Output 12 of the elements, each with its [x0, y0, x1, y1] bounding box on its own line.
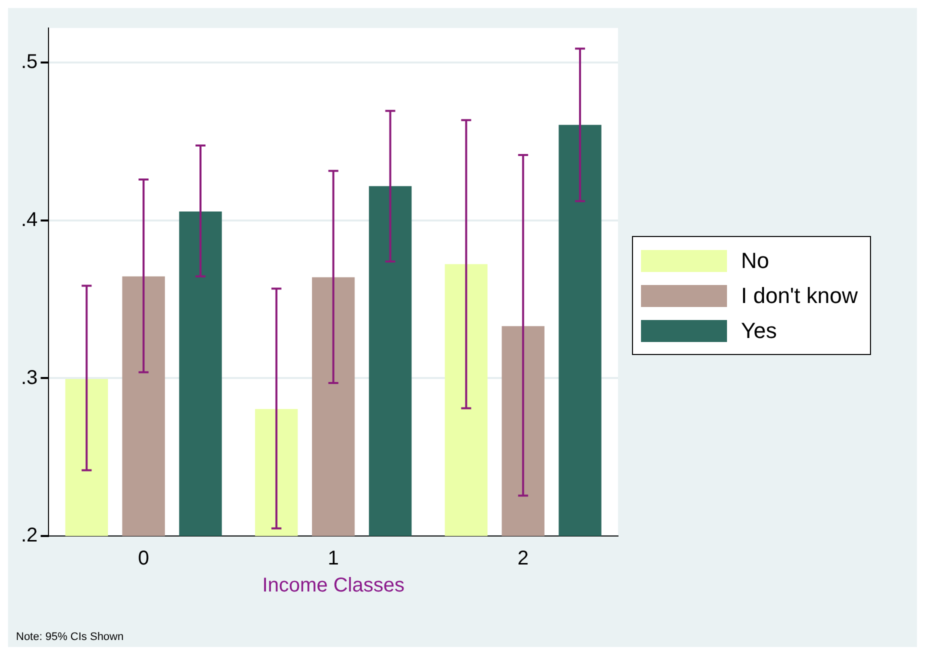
- legend-label: Yes: [741, 318, 777, 344]
- legend-label: I don't know: [741, 282, 858, 308]
- y-tick-label: .2: [20, 524, 38, 547]
- text: Note: 95% CIs Shown: [16, 631, 124, 643]
- x-tick-label: 0: [138, 548, 150, 570]
- y-tick-label: .5: [20, 51, 38, 74]
- y-tick-label: .4: [20, 208, 38, 231]
- legend-label: No: [741, 248, 770, 274]
- x-tick-label: 1: [328, 548, 339, 570]
- x-tick-label: 2: [518, 548, 529, 570]
- y-tick-label: .3: [20, 366, 38, 389]
- x-axis-title: Income Classes: [262, 574, 404, 597]
